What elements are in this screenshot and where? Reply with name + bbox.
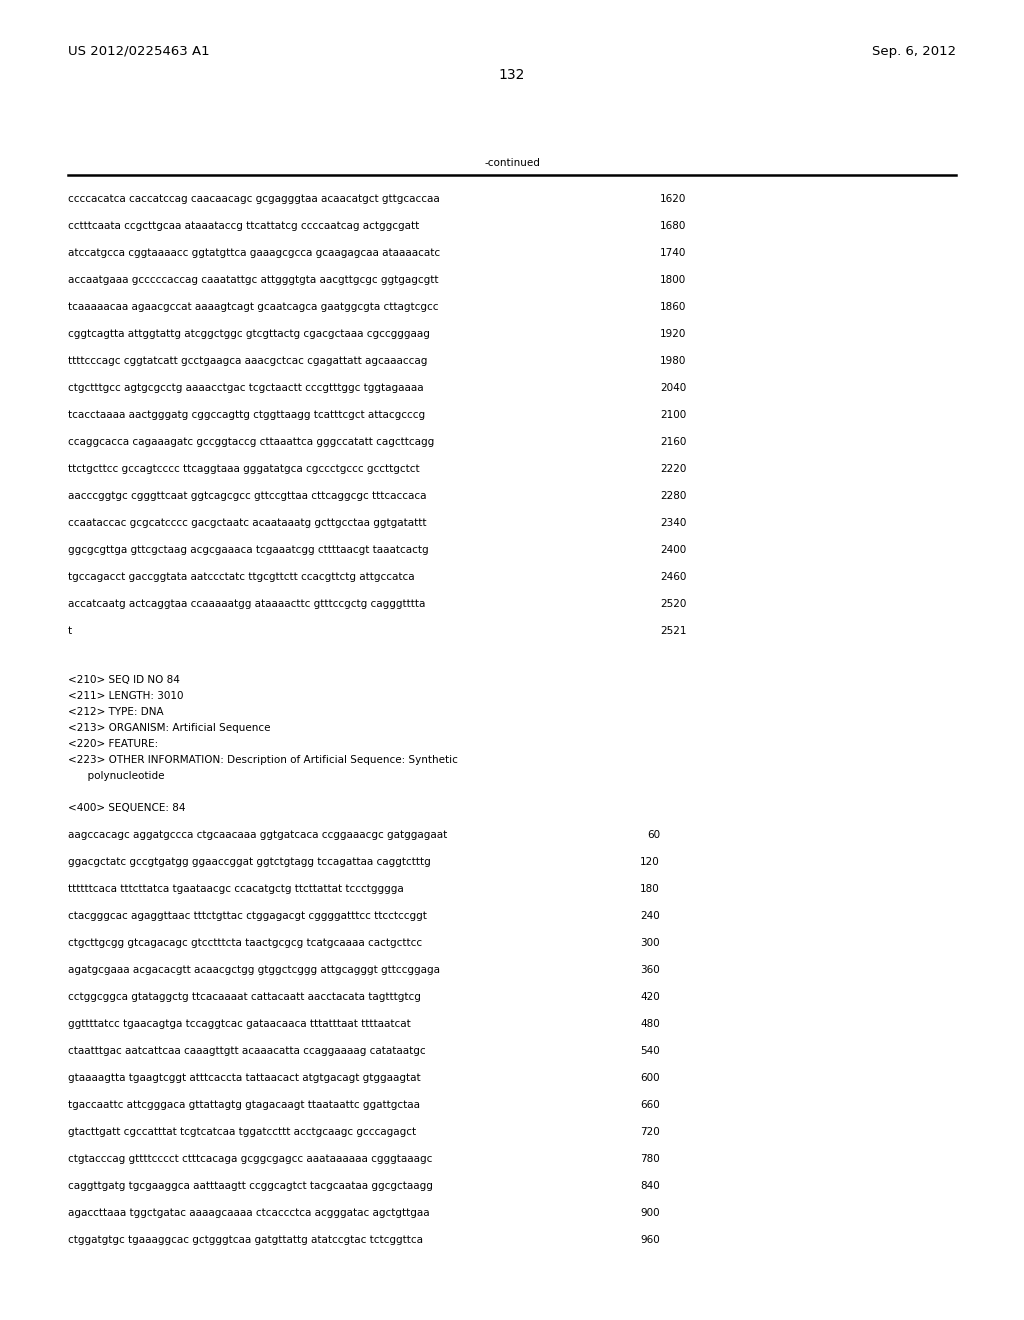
Text: 960: 960: [640, 1236, 660, 1245]
Text: 900: 900: [640, 1208, 660, 1218]
Text: atccatgcca cggtaaaacc ggtatgttca gaaagcgcca gcaagagcaa ataaaacatc: atccatgcca cggtaaaacc ggtatgttca gaaagcg…: [68, 248, 440, 257]
Text: ggcgcgttga gttcgctaag acgcgaaaca tcgaaatcgg cttttaacgt taaatcactg: ggcgcgttga gttcgctaag acgcgaaaca tcgaaat…: [68, 545, 429, 554]
Text: 1860: 1860: [660, 302, 686, 312]
Text: agaccttaaa tggctgatac aaaagcaaaa ctcaccctca acgggatac agctgttgaa: agaccttaaa tggctgatac aaaagcaaaa ctcaccc…: [68, 1208, 430, 1218]
Text: <212> TYPE: DNA: <212> TYPE: DNA: [68, 708, 164, 717]
Text: 1620: 1620: [660, 194, 686, 205]
Text: ctaatttgac aatcattcaa caaagttgtt acaaacatta ccaggaaaag catataatgc: ctaatttgac aatcattcaa caaagttgtt acaaaca…: [68, 1045, 426, 1056]
Text: ggacgctatc gccgtgatgg ggaaccggat ggtctgtagg tccagattaa caggtctttg: ggacgctatc gccgtgatgg ggaaccggat ggtctgt…: [68, 857, 431, 867]
Text: Sep. 6, 2012: Sep. 6, 2012: [871, 45, 956, 58]
Text: tcacctaaaa aactgggatg cggccagttg ctggttaagg tcatttcgct attacgcccg: tcacctaaaa aactgggatg cggccagttg ctggtta…: [68, 411, 425, 420]
Text: ttctgcttcc gccagtcccc ttcaggtaaa gggatatgca cgccctgccc gccttgctct: ttctgcttcc gccagtcccc ttcaggtaaa gggatat…: [68, 465, 420, 474]
Text: 120: 120: [640, 857, 660, 867]
Text: 132: 132: [499, 69, 525, 82]
Text: 660: 660: [640, 1100, 660, 1110]
Text: ccaggcacca cagaaagatc gccggtaccg cttaaattca gggccatatt cagcttcagg: ccaggcacca cagaaagatc gccggtaccg cttaaat…: [68, 437, 434, 447]
Text: ccccacatca caccatccag caacaacagc gcgagggtaa acaacatgct gttgcaccaa: ccccacatca caccatccag caacaacagc gcgaggg…: [68, 194, 439, 205]
Text: 2280: 2280: [660, 491, 686, 502]
Text: 60: 60: [647, 830, 660, 840]
Text: 1980: 1980: [660, 356, 686, 366]
Text: tgaccaattc attcgggaca gttattagtg gtagacaagt ttaataattc ggattgctaa: tgaccaattc attcgggaca gttattagtg gtagaca…: [68, 1100, 420, 1110]
Text: ctacgggcac agaggttaac tttctgttac ctggagacgt cggggatttcc ttcctccggt: ctacgggcac agaggttaac tttctgttac ctggaga…: [68, 911, 427, 921]
Text: tgccagacct gaccggtata aatccctatc ttgcgttctt ccacgttctg attgccatca: tgccagacct gaccggtata aatccctatc ttgcgtt…: [68, 572, 415, 582]
Text: 2521: 2521: [660, 626, 686, 636]
Text: 2220: 2220: [660, 465, 686, 474]
Text: 1740: 1740: [660, 248, 686, 257]
Text: caggttgatg tgcgaaggca aatttaagtt ccggcagtct tacgcaataa ggcgctaagg: caggttgatg tgcgaaggca aatttaagtt ccggcag…: [68, 1181, 433, 1191]
Text: 240: 240: [640, 911, 660, 921]
Text: accaatgaaa gcccccaccag caaatattgc attgggtgta aacgttgcgc ggtgagcgtt: accaatgaaa gcccccaccag caaatattgc attggg…: [68, 275, 438, 285]
Text: cctttcaata ccgcttgcaa ataaataccg ttcattatcg ccccaatcag actggcgatt: cctttcaata ccgcttgcaa ataaataccg ttcatta…: [68, 220, 419, 231]
Text: <220> FEATURE:: <220> FEATURE:: [68, 739, 159, 748]
Text: <400> SEQUENCE: 84: <400> SEQUENCE: 84: [68, 803, 185, 813]
Text: US 2012/0225463 A1: US 2012/0225463 A1: [68, 45, 210, 58]
Text: 2040: 2040: [660, 383, 686, 393]
Text: <210> SEQ ID NO 84: <210> SEQ ID NO 84: [68, 675, 180, 685]
Text: accatcaatg actcaggtaa ccaaaaatgg ataaaacttc gtttccgctg cagggtttta: accatcaatg actcaggtaa ccaaaaatgg ataaaac…: [68, 599, 425, 609]
Text: ttttttcaca tttcttatca tgaataacgc ccacatgctg ttcttattat tccctgggga: ttttttcaca tttcttatca tgaataacgc ccacatg…: [68, 884, 403, 894]
Text: 780: 780: [640, 1154, 660, 1164]
Text: 360: 360: [640, 965, 660, 975]
Text: cggtcagtta attggtattg atcggctggc gtcgttactg cgacgctaaa cgccgggaag: cggtcagtta attggtattg atcggctggc gtcgtta…: [68, 329, 430, 339]
Text: ggttttatcc tgaacagtga tccaggtcac gataacaaca tttatttaat ttttaatcat: ggttttatcc tgaacagtga tccaggtcac gataaca…: [68, 1019, 411, 1030]
Text: tcaaaaacaa agaacgccat aaaagtcagt gcaatcagca gaatggcgta cttagtcgcc: tcaaaaacaa agaacgccat aaaagtcagt gcaatca…: [68, 302, 438, 312]
Text: 300: 300: [640, 939, 660, 948]
Text: 2400: 2400: [660, 545, 686, 554]
Text: 540: 540: [640, 1045, 660, 1056]
Text: 1800: 1800: [660, 275, 686, 285]
Text: 2520: 2520: [660, 599, 686, 609]
Text: gtaaaagtta tgaagtcggt atttcaccta tattaacact atgtgacagt gtggaagtat: gtaaaagtta tgaagtcggt atttcaccta tattaac…: [68, 1073, 421, 1082]
Text: t: t: [68, 626, 72, 636]
Text: aagccacagc aggatgccca ctgcaacaaa ggtgatcaca ccggaaacgc gatggagaat: aagccacagc aggatgccca ctgcaacaaa ggtgatc…: [68, 830, 447, 840]
Text: 2340: 2340: [660, 517, 686, 528]
Text: 840: 840: [640, 1181, 660, 1191]
Text: 480: 480: [640, 1019, 660, 1030]
Text: polynucleotide: polynucleotide: [68, 771, 165, 781]
Text: aacccggtgc cgggttcaat ggtcagcgcc gttccgttaa cttcaggcgc tttcaccaca: aacccggtgc cgggttcaat ggtcagcgcc gttccgt…: [68, 491, 427, 502]
Text: -continued: -continued: [484, 158, 540, 168]
Text: 2460: 2460: [660, 572, 686, 582]
Text: ctgctttgcc agtgcgcctg aaaacctgac tcgctaactt cccgtttggc tggtagaaaa: ctgctttgcc agtgcgcctg aaaacctgac tcgctaa…: [68, 383, 424, 393]
Text: ctggatgtgc tgaaaggcac gctgggtcaa gatgttattg atatccgtac tctcggttca: ctggatgtgc tgaaaggcac gctgggtcaa gatgtta…: [68, 1236, 423, 1245]
Text: 180: 180: [640, 884, 660, 894]
Text: ttttcccagc cggtatcatt gcctgaagca aaacgctcac cgagattatt agcaaaccag: ttttcccagc cggtatcatt gcctgaagca aaacgct…: [68, 356, 427, 366]
Text: ctgtacccag gttttcccct ctttcacaga gcggcgagcc aaataaaaaa cgggtaaagc: ctgtacccag gttttcccct ctttcacaga gcggcga…: [68, 1154, 432, 1164]
Text: 1920: 1920: [660, 329, 686, 339]
Text: 1680: 1680: [660, 220, 686, 231]
Text: ctgcttgcgg gtcagacagc gtcctttcta taactgcgcg tcatgcaaaa cactgcttcc: ctgcttgcgg gtcagacagc gtcctttcta taactgc…: [68, 939, 422, 948]
Text: cctggcggca gtataggctg ttcacaaaat cattacaatt aacctacata tagtttgtcg: cctggcggca gtataggctg ttcacaaaat cattaca…: [68, 993, 421, 1002]
Text: 720: 720: [640, 1127, 660, 1137]
Text: agatgcgaaa acgacacgtt acaacgctgg gtggctcggg attgcagggt gttccggaga: agatgcgaaa acgacacgtt acaacgctgg gtggctc…: [68, 965, 440, 975]
Text: 420: 420: [640, 993, 660, 1002]
Text: ccaataccac gcgcatcccc gacgctaatc acaataaatg gcttgcctaa ggtgatattt: ccaataccac gcgcatcccc gacgctaatc acaataa…: [68, 517, 427, 528]
Text: <223> OTHER INFORMATION: Description of Artificial Sequence: Synthetic: <223> OTHER INFORMATION: Description of …: [68, 755, 458, 766]
Text: 2100: 2100: [660, 411, 686, 420]
Text: 2160: 2160: [660, 437, 686, 447]
Text: <211> LENGTH: 3010: <211> LENGTH: 3010: [68, 690, 183, 701]
Text: 600: 600: [640, 1073, 660, 1082]
Text: <213> ORGANISM: Artificial Sequence: <213> ORGANISM: Artificial Sequence: [68, 723, 270, 733]
Text: gtacttgatt cgccatttat tcgtcatcaa tggatccttt acctgcaagc gcccagagct: gtacttgatt cgccatttat tcgtcatcaa tggatcc…: [68, 1127, 416, 1137]
